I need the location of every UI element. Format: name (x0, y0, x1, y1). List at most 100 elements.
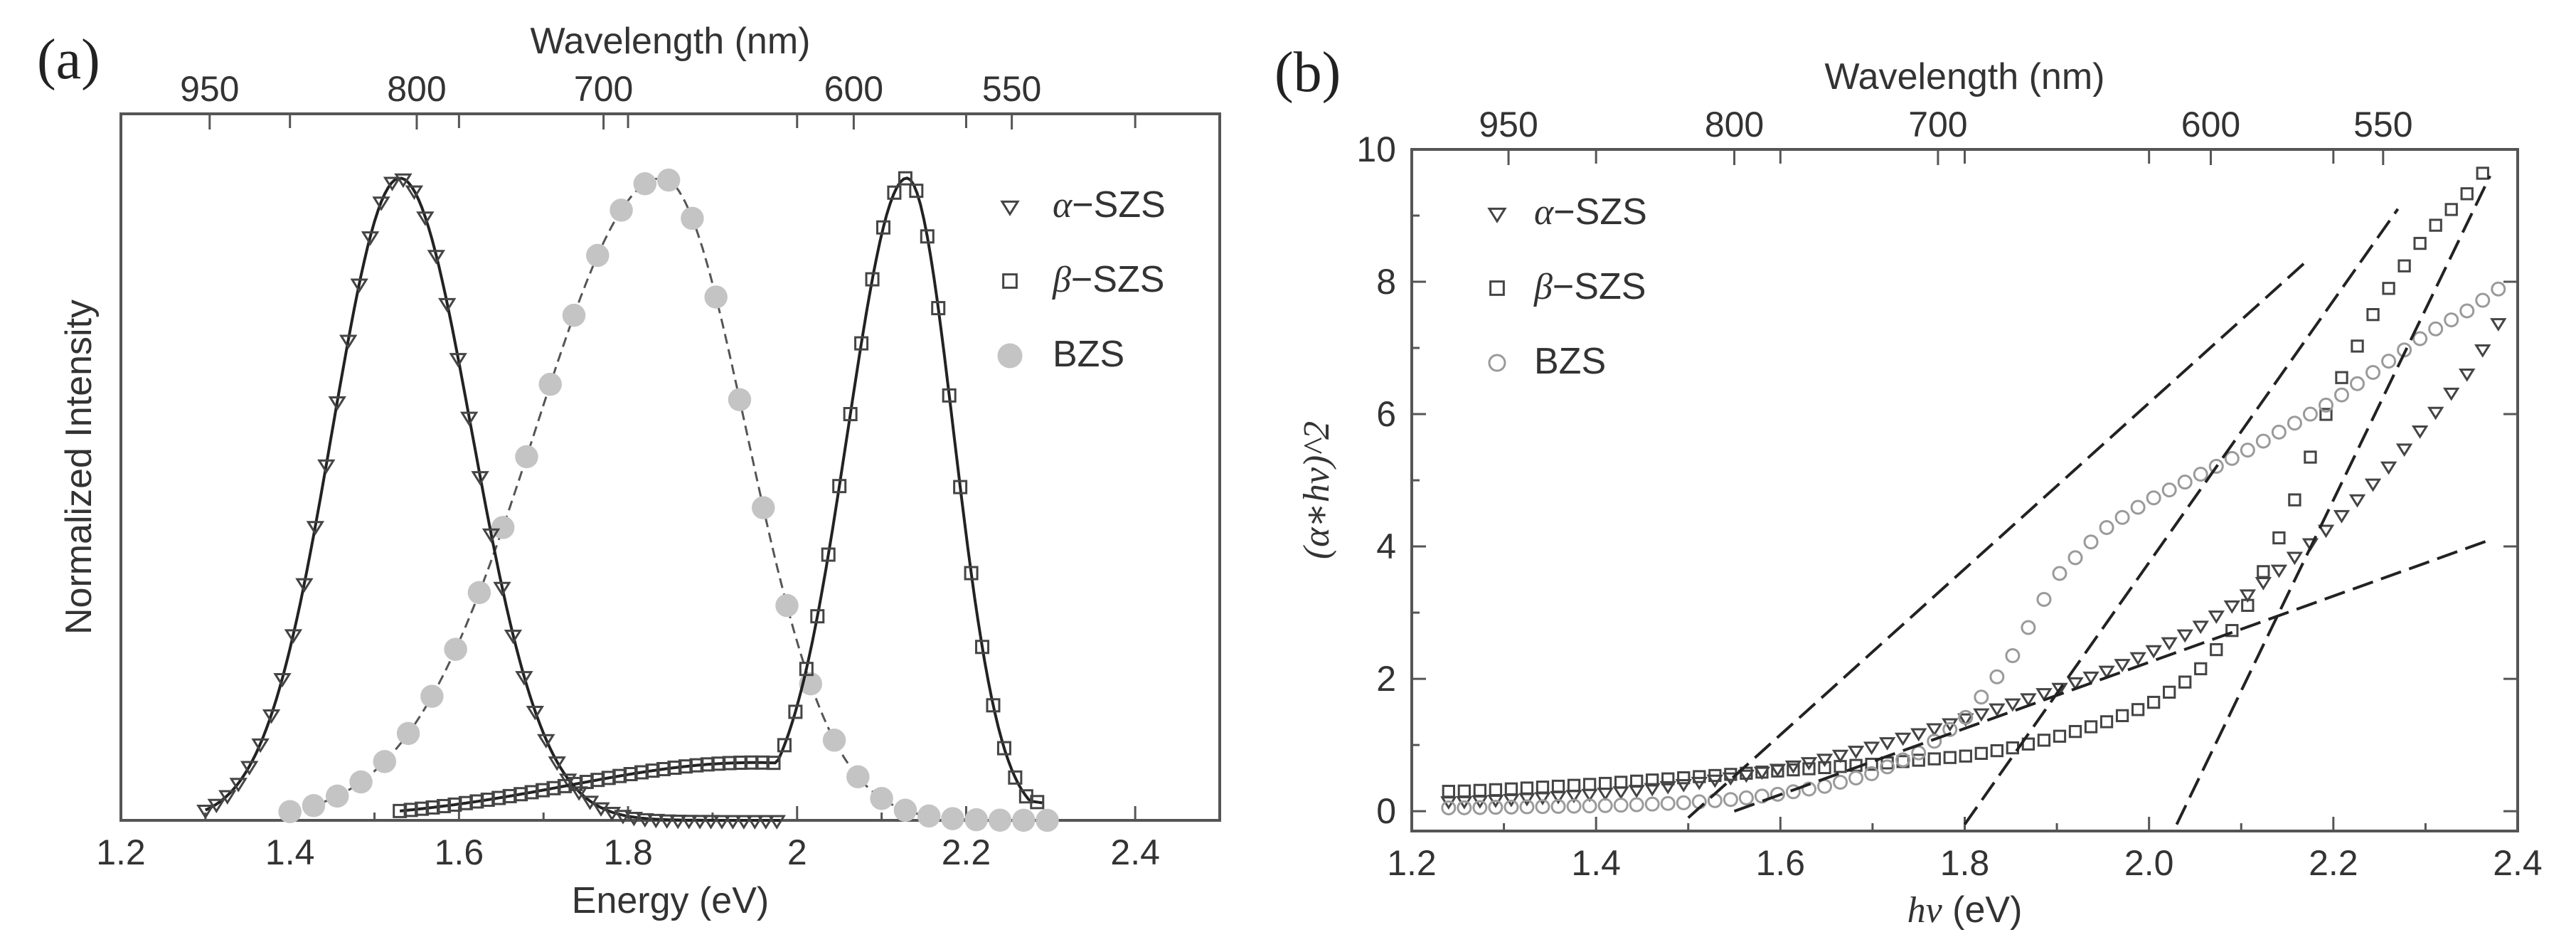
data-point (415, 801, 430, 816)
data-point (2318, 397, 2333, 413)
series-triangle-down (196, 173, 786, 830)
data-point (405, 185, 424, 200)
x-tick-label: 1.6 (1756, 843, 1806, 883)
data-point (306, 521, 325, 536)
data-point (393, 803, 408, 818)
top-tick-label: 550 (982, 69, 1041, 109)
data-point (2098, 665, 2115, 679)
data-point (667, 760, 682, 775)
series-open-circle (1441, 281, 2506, 815)
data-point (1441, 800, 1457, 815)
x-tick-label: 1.4 (265, 832, 315, 872)
top-axis-label: Wavelength (nm) (531, 21, 811, 62)
data-point (1661, 772, 1675, 785)
data-point (843, 407, 858, 422)
legend-label-text: −SZS (1553, 266, 1646, 307)
data-point (262, 709, 281, 724)
data-point (449, 353, 467, 368)
data-point (1801, 781, 1817, 797)
data-point (1708, 768, 1722, 783)
data-point (273, 672, 292, 688)
data-point (2333, 387, 2349, 403)
legend-label: α−SZS (1053, 184, 1166, 226)
data-point (1472, 800, 1488, 815)
y-tick-label: 4 (1376, 527, 1396, 566)
panel-label: (b) (1274, 41, 1341, 104)
data-point (295, 578, 314, 593)
data-point (1008, 770, 1023, 785)
data-point (711, 756, 726, 771)
data-point (467, 581, 491, 605)
data-point (2052, 566, 2067, 581)
data-point (1848, 770, 1864, 785)
data-point (689, 758, 704, 773)
data-point (1771, 764, 1784, 778)
data-point (757, 815, 775, 830)
data-point (832, 479, 847, 494)
data-point (1597, 787, 1614, 801)
top-tick-label: 700 (1908, 105, 1967, 144)
data-point (2129, 652, 2146, 666)
data-point (658, 814, 676, 829)
legend-item: β−SZS (1489, 266, 1646, 307)
data-point (1957, 713, 1974, 727)
legend-item: β−SZS (1002, 259, 1165, 300)
data-point (775, 593, 799, 618)
data-point (612, 768, 627, 783)
data-point (1880, 759, 1895, 775)
legend-item: BZS (997, 334, 1124, 375)
x-tick-label: 1.2 (96, 832, 146, 872)
data-point (2225, 624, 2239, 637)
data-point (2161, 482, 2177, 498)
data-point (2192, 620, 2209, 635)
data-point (2006, 741, 2020, 755)
data-point (2255, 433, 2271, 449)
data-point (325, 784, 349, 808)
data-point (524, 785, 539, 800)
data-point (2178, 675, 2192, 689)
data-point (751, 496, 775, 519)
data-point (1457, 784, 1471, 798)
data-point (459, 411, 479, 426)
data-point (1644, 783, 1661, 797)
data-point (1012, 808, 1036, 832)
legend-label-text: −SZS (1071, 259, 1165, 300)
data-point (1943, 751, 1957, 764)
top-axis-label: Wavelength (nm) (1825, 56, 2105, 97)
data-point (846, 765, 870, 789)
data-point (799, 662, 814, 677)
data-point (623, 767, 638, 782)
data-point (2364, 478, 2382, 492)
fit-line (2175, 175, 2491, 825)
series-triangle-down (1440, 318, 2507, 810)
data-point (1566, 798, 1582, 814)
data-point (2099, 715, 2114, 729)
data-point (679, 815, 698, 830)
data-point (1457, 800, 1472, 815)
data-point (1597, 798, 1613, 813)
data-point (1740, 766, 1753, 780)
data-point (1785, 784, 1801, 800)
data-point (1910, 728, 1927, 742)
y-tick-label: 10 (1356, 129, 1396, 169)
data-point (491, 790, 506, 805)
data-point (2193, 466, 2208, 482)
data-point (2067, 550, 2083, 566)
x-tick-label: 1.8 (603, 832, 653, 872)
data-point (2176, 629, 2193, 643)
data-point (2067, 677, 2084, 691)
data-point (504, 629, 523, 645)
data-point (2099, 519, 2114, 535)
data-point (2223, 600, 2240, 614)
data-point (875, 220, 890, 235)
panel-label: (a) (37, 28, 100, 91)
data-point (1927, 752, 1941, 766)
data-point (2459, 368, 2476, 382)
y-tick-label: 6 (1376, 394, 1396, 434)
data-point (2208, 458, 2224, 474)
data-point (893, 798, 917, 822)
data-point (2350, 376, 2365, 391)
legend-label-math: α (1534, 192, 1555, 233)
fit-line (399, 176, 1043, 813)
